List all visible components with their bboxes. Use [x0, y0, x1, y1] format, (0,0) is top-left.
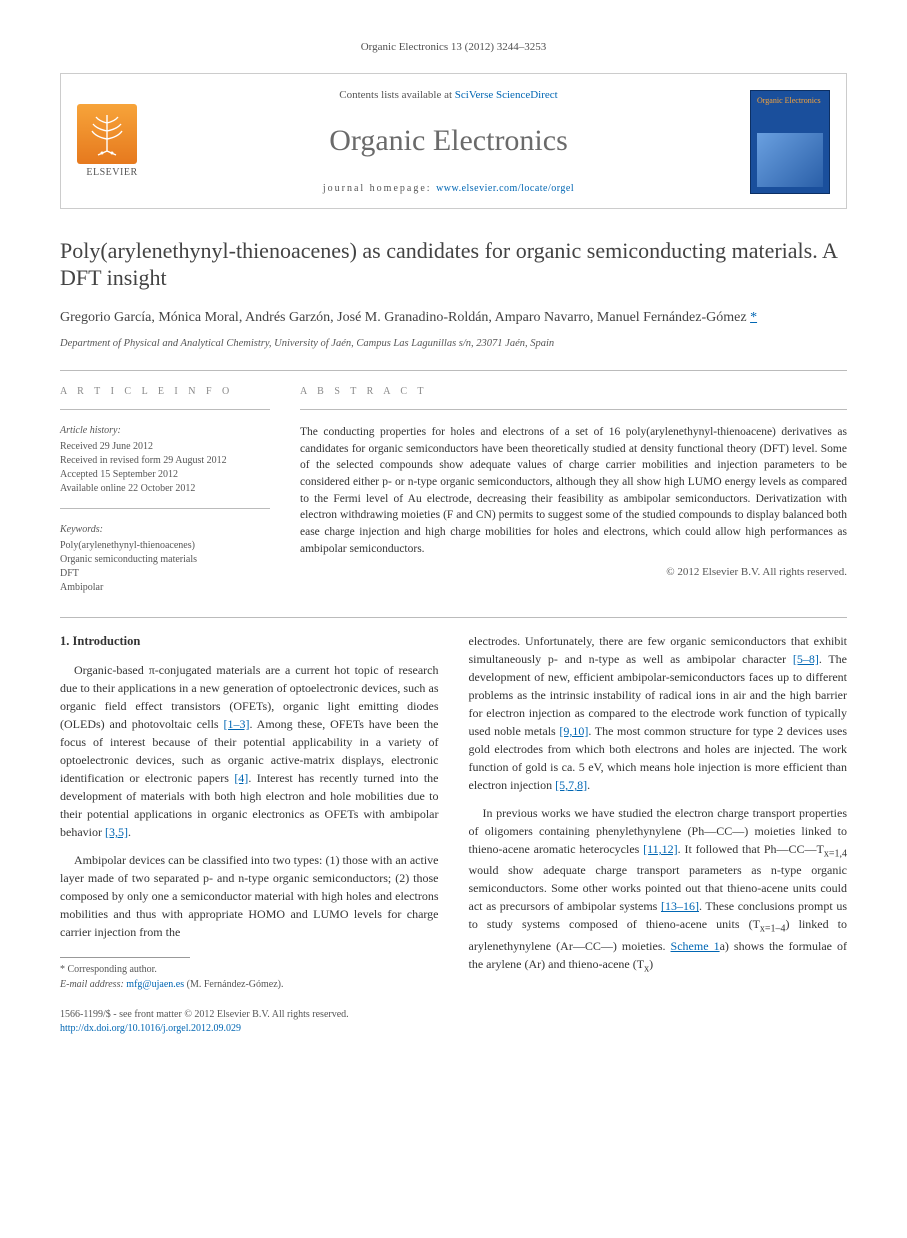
p3-d: .: [587, 778, 590, 792]
elsevier-label: ELSEVIER: [77, 166, 147, 180]
intro-paragraph-3: electrodes. Unfortunately, there are few…: [469, 632, 848, 794]
keyword-0: Poly(arylenethynyl-thienoacenes): [60, 539, 270, 553]
elsevier-logo: ELSEVIER: [77, 104, 147, 180]
abstract-heading: A B S T R A C T: [300, 385, 847, 399]
masthead-center: Contents lists available at SciVerse Sci…: [147, 88, 750, 195]
author-list: Gregorio García, Mónica Moral, Andrés Ga…: [60, 308, 847, 328]
abstract-column: A B S T R A C T The conducting propertie…: [300, 385, 847, 595]
scheme-1-link[interactable]: Scheme 1: [671, 939, 720, 953]
authors-text: Gregorio García, Mónica Moral, Andrés Ga…: [60, 310, 747, 325]
section-rule: [60, 370, 847, 371]
p4-b: . It followed that Ph—CC—T: [678, 842, 824, 856]
ref-11-12[interactable]: [11,12]: [643, 842, 678, 856]
email-line: E-mail address: mfg@ujaen.es (M. Fernánd…: [60, 977, 439, 992]
history-label: Article history:: [60, 424, 270, 438]
keyword-1: Organic semiconducting materials: [60, 553, 270, 567]
ref-9-10[interactable]: [9,10]: [559, 724, 588, 738]
journal-cover-thumbnail: Organic Electronics: [750, 90, 830, 194]
p4-g: ): [649, 957, 653, 971]
sciencedirect-link[interactable]: SciVerse ScienceDirect: [455, 89, 558, 101]
ref-5-8[interactable]: [5–8]: [793, 652, 819, 666]
cover-image-placeholder: [757, 133, 823, 187]
page-footer: 1566-1199/$ - see front matter © 2012 El…: [60, 1008, 847, 1036]
homepage-label: journal homepage:: [323, 183, 436, 194]
column-right: electrodes. Unfortunately, there are few…: [469, 632, 848, 992]
article-title: Poly(arylenethynyl-thienoacenes) as cand…: [60, 237, 847, 292]
sub-2: x=1–4: [760, 924, 786, 935]
issn-line: 1566-1199/$ - see front matter © 2012 El…: [60, 1008, 847, 1022]
history-received: Received 29 June 2012: [60, 440, 270, 454]
homepage-link[interactable]: www.elsevier.com/locate/orgel: [436, 183, 574, 194]
sub-1: x=1,4: [824, 848, 847, 859]
contents-available-text: Contents lists available at: [339, 89, 454, 101]
column-left: 1. Introduction Organic-based π-conjugat…: [60, 632, 439, 992]
journal-masthead: ELSEVIER Contents lists available at Sci…: [60, 73, 847, 208]
email-name: (M. Fernández-Gómez).: [184, 979, 283, 990]
section-heading-intro: 1. Introduction: [60, 632, 439, 651]
footnote-rule: [60, 957, 190, 958]
keyword-3: Ambipolar: [60, 581, 270, 595]
elsevier-tree-icon: [77, 104, 137, 164]
body-columns: 1. Introduction Organic-based π-conjugat…: [60, 632, 847, 992]
intro-paragraph-1: Organic-based π-conjugated materials are…: [60, 661, 439, 841]
footnote-block: * Corresponding author. E-mail address: …: [60, 962, 439, 992]
journal-citation: Organic Electronics 13 (2012) 3244–3253: [60, 40, 847, 55]
doi-link[interactable]: http://dx.doi.org/10.1016/j.orgel.2012.0…: [60, 1023, 241, 1034]
affiliation: Department of Physical and Analytical Ch…: [60, 337, 847, 352]
abstract-copyright: © 2012 Elsevier B.V. All rights reserved…: [300, 565, 847, 580]
info-rule-2: [60, 508, 270, 509]
ref-5-7-8[interactable]: [5,7,8]: [555, 778, 587, 792]
abstract-text: The conducting properties for holes and …: [300, 424, 847, 557]
ref-13-16[interactable]: [13–16]: [661, 899, 699, 913]
journal-homepage: journal homepage: www.elsevier.com/locat…: [159, 182, 738, 196]
contents-available: Contents lists available at SciVerse Sci…: [159, 88, 738, 103]
p1-d: .: [128, 825, 131, 839]
history-accepted: Accepted 15 September 2012: [60, 468, 270, 482]
corresponding-label: * Corresponding author.: [60, 962, 439, 977]
ref-3-5[interactable]: [3,5]: [105, 825, 128, 839]
article-info-heading: A R T I C L E I N F O: [60, 385, 270, 399]
article-info-column: A R T I C L E I N F O Article history: R…: [60, 385, 270, 595]
corresponding-author-marker[interactable]: *: [750, 310, 757, 325]
intro-paragraph-2: Ambipolar devices can be classified into…: [60, 851, 439, 941]
cover-title: Organic Electronics: [757, 97, 823, 106]
history-online: Available online 22 October 2012: [60, 482, 270, 496]
journal-name: Organic Electronics: [159, 120, 738, 162]
keyword-2: DFT: [60, 567, 270, 581]
history-revised: Received in revised form 29 August 2012: [60, 454, 270, 468]
abstract-rule: [300, 409, 847, 410]
ref-4[interactable]: [4]: [234, 771, 248, 785]
email-label: E-mail address:: [60, 979, 126, 990]
email-link[interactable]: mfg@ujaen.es: [126, 979, 184, 990]
info-rule: [60, 409, 270, 410]
keywords-label: Keywords:: [60, 523, 270, 537]
body-rule: [60, 617, 847, 618]
p3-a: electrodes. Unfortunately, there are few…: [469, 634, 848, 666]
article-meta-row: A R T I C L E I N F O Article history: R…: [60, 385, 847, 595]
intro-paragraph-4: In previous works we have studied the el…: [469, 804, 848, 976]
ref-1-3[interactable]: [1–3]: [223, 717, 249, 731]
